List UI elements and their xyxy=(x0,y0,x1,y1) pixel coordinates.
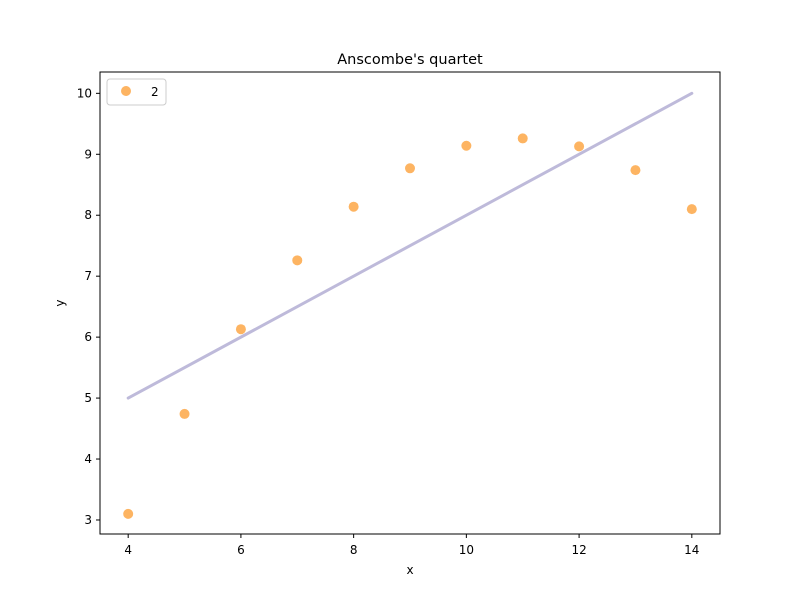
scatter-point xyxy=(348,201,359,212)
scatter-point xyxy=(179,408,190,419)
scatter-point xyxy=(405,163,415,174)
scatter-point xyxy=(574,141,585,152)
y-tick-label: 3 xyxy=(84,513,92,527)
x-tick-label: 14 xyxy=(684,543,699,557)
y-axis-label: y xyxy=(53,299,67,306)
scatter-point xyxy=(235,324,246,335)
legend: 2 xyxy=(106,78,167,106)
y-tick-label: 6 xyxy=(84,330,92,344)
x-tick-label: 12 xyxy=(571,543,586,557)
y-tick-label: 5 xyxy=(84,391,92,405)
x-axis-label: x xyxy=(406,563,413,577)
y-tick-label: 7 xyxy=(84,269,92,283)
scatter-point xyxy=(686,204,697,215)
scatter-point xyxy=(123,508,134,519)
scatter-point xyxy=(461,140,472,151)
legend-marker xyxy=(121,86,131,96)
axes-frame xyxy=(99,71,721,535)
y-tick-label: 10 xyxy=(77,86,92,100)
plot-area xyxy=(123,91,697,519)
legend-label: 2 xyxy=(151,85,159,99)
x-tick-label: 8 xyxy=(350,543,358,557)
y-tick-label: 4 xyxy=(84,452,92,466)
scatter-point xyxy=(630,165,641,176)
y-tick-label: 9 xyxy=(84,147,92,161)
x-tick-label: 6 xyxy=(237,543,245,557)
x-tick-label: 10 xyxy=(459,543,474,557)
fit-line xyxy=(126,91,694,400)
y-tick-label: 8 xyxy=(84,208,92,222)
y-axis: 3 4 5 6 7 8 9 10 xyxy=(77,86,100,527)
x-tick-label: 4 xyxy=(124,543,132,557)
chart-title: Anscombe's quartet xyxy=(337,52,483,68)
scatter-point xyxy=(292,255,303,266)
x-axis: 4 6 8 10 12 14 xyxy=(124,534,699,557)
legend-box xyxy=(106,78,167,106)
scatter-point xyxy=(517,133,528,144)
